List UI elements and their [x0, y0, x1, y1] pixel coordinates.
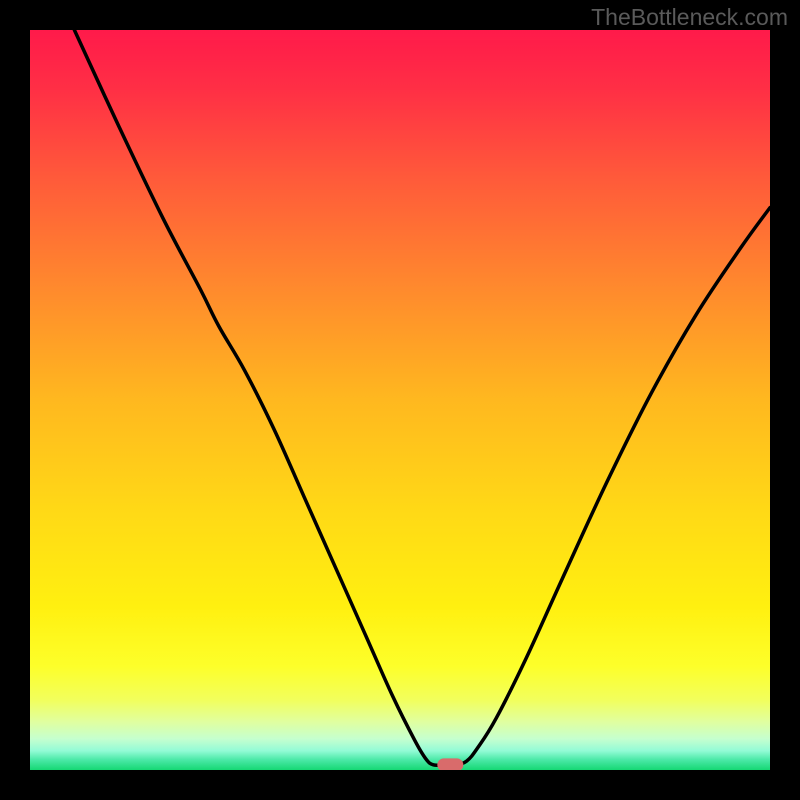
optimal-marker	[30, 30, 770, 770]
plot-area	[30, 30, 770, 770]
chart-frame: TheBottleneck.com	[0, 0, 800, 800]
watermark-text: TheBottleneck.com	[591, 4, 788, 31]
